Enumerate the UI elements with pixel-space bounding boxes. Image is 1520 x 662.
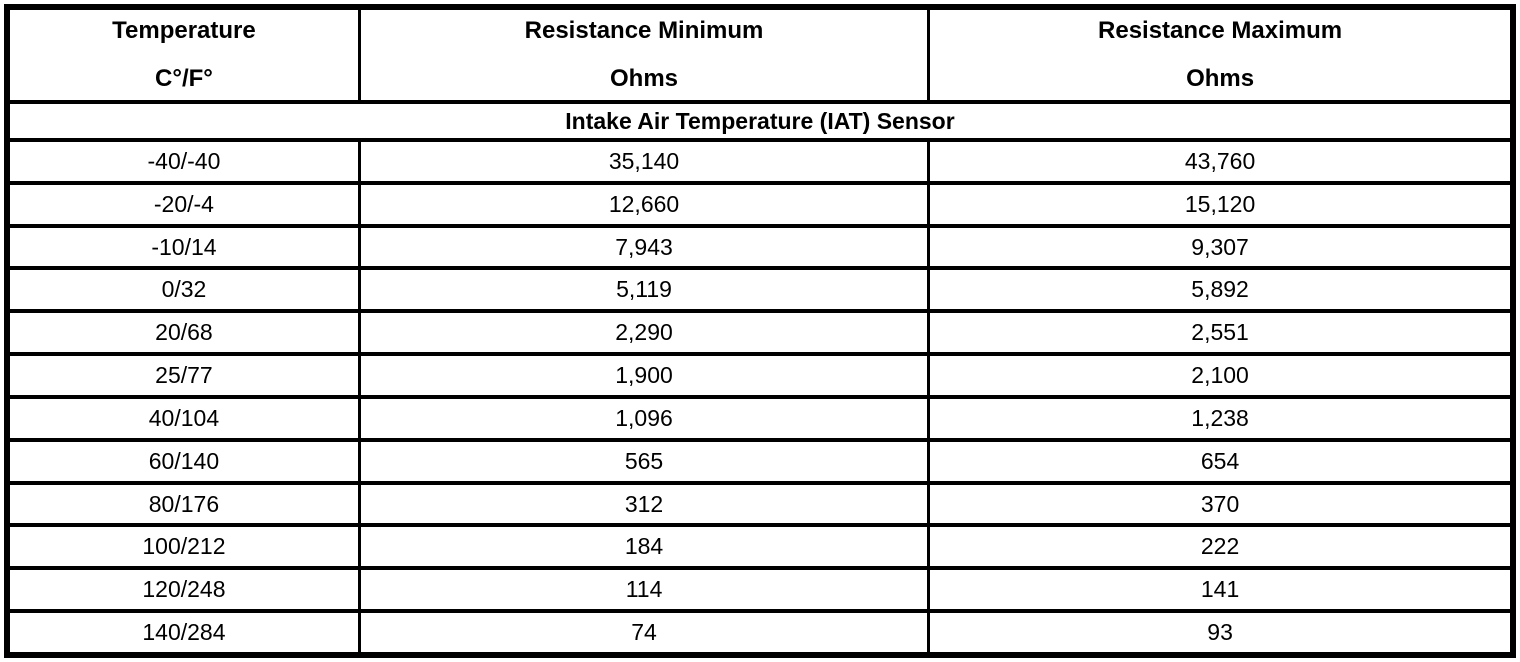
section-header-row: Intake Air Temperature (IAT) Sensor (5, 100, 1515, 142)
resistance-max-cell: 141 (927, 566, 1515, 614)
temperature-cell: 0/32 (5, 266, 361, 314)
resistance-min-cell: 1,900 (357, 352, 931, 399)
temperature-cell: 120/248 (5, 566, 361, 614)
resistance-max-cell: 93 (927, 609, 1515, 657)
table-row: 80/176 312 370 (5, 480, 1515, 528)
column-header-resistance-min: Resistance Minimum Ohms (357, 5, 931, 104)
resistance-max-cell: 2,100 (927, 352, 1515, 399)
resistance-min-cell: 35,140 (357, 138, 931, 185)
temperature-cell: 20/68 (5, 309, 361, 357)
resistance-min-cell: 312 (357, 480, 931, 528)
table-row: 0/32 5,119 5,892 (5, 266, 1515, 314)
temperature-cell: -40/-40 (5, 138, 361, 185)
resistance-max-cell: 222 (927, 523, 1515, 571)
resistance-max-cell: 43,760 (927, 138, 1515, 185)
resistance-max-cell: 15,120 (927, 180, 1515, 228)
table-row: -10/14 7,943 9,307 (5, 223, 1515, 271)
temperature-cell: 40/104 (5, 394, 361, 442)
table-row: 25/77 1,900 2,100 (5, 352, 1515, 399)
column-title-resistance-min: Resistance Minimum (524, 17, 764, 44)
resistance-min-cell: 184 (357, 523, 931, 571)
temperature-cell: -20/-4 (5, 180, 361, 228)
table-row: 100/212 184 222 (5, 523, 1515, 571)
temperature-cell: 80/176 (5, 480, 361, 528)
resistance-min-cell: 12,660 (357, 180, 931, 228)
column-header-temperature: Temperature C°/F° (5, 5, 361, 104)
resistance-min-cell: 1,096 (357, 394, 931, 442)
column-unit-temperature: C°/F° (155, 65, 213, 92)
section-title: Intake Air Temperature (IAT) Sensor (5, 100, 1515, 142)
column-title-resistance-max: Resistance Maximum (1098, 17, 1343, 44)
table-row: 120/248 114 141 (5, 566, 1515, 614)
table-row: 140/284 74 93 (5, 609, 1515, 657)
table-row: -40/-40 35,140 43,760 (5, 138, 1515, 185)
resistance-max-cell: 370 (927, 480, 1515, 528)
resistance-min-cell: 565 (357, 437, 931, 485)
iat-sensor-resistance-table: Temperature C°/F° Resistance Minimum Ohm… (4, 4, 1516, 658)
resistance-max-cell: 654 (927, 437, 1515, 485)
temperature-cell: 140/284 (5, 609, 361, 657)
column-unit-resistance-min: Ohms (610, 65, 679, 92)
resistance-min-cell: 5,119 (357, 266, 931, 314)
column-title-temperature: Temperature (112, 17, 256, 44)
column-header-row: Temperature C°/F° Resistance Minimum Ohm… (5, 5, 1515, 104)
temperature-cell: -10/14 (5, 223, 361, 271)
temperature-cell: 25/77 (5, 352, 361, 399)
resistance-min-cell: 114 (357, 566, 931, 614)
resistance-max-cell: 5,892 (927, 266, 1515, 314)
column-unit-resistance-max: Ohms (1186, 65, 1255, 92)
table-body: -40/-40 35,140 43,760 -20/-4 12,660 15,120 -10… (5, 138, 1515, 657)
table-row: -20/-4 12,660 15,120 (5, 180, 1515, 228)
resistance-min-cell: 74 (357, 609, 931, 657)
table-row: 40/104 1,096 1,238 (5, 394, 1515, 442)
column-header-resistance-max: Resistance Maximum Ohms (927, 5, 1515, 104)
resistance-min-cell: 7,943 (357, 223, 931, 271)
table-row: 20/68 2,290 2,551 (5, 309, 1515, 357)
resistance-max-cell: 9,307 (927, 223, 1515, 271)
resistance-min-cell: 2,290 (357, 309, 931, 357)
resistance-max-cell: 2,551 (927, 309, 1515, 357)
resistance-max-cell: 1,238 (927, 394, 1515, 442)
temperature-cell: 60/140 (5, 437, 361, 485)
table-row: 60/140 565 654 (5, 437, 1515, 485)
temperature-cell: 100/212 (5, 523, 361, 571)
